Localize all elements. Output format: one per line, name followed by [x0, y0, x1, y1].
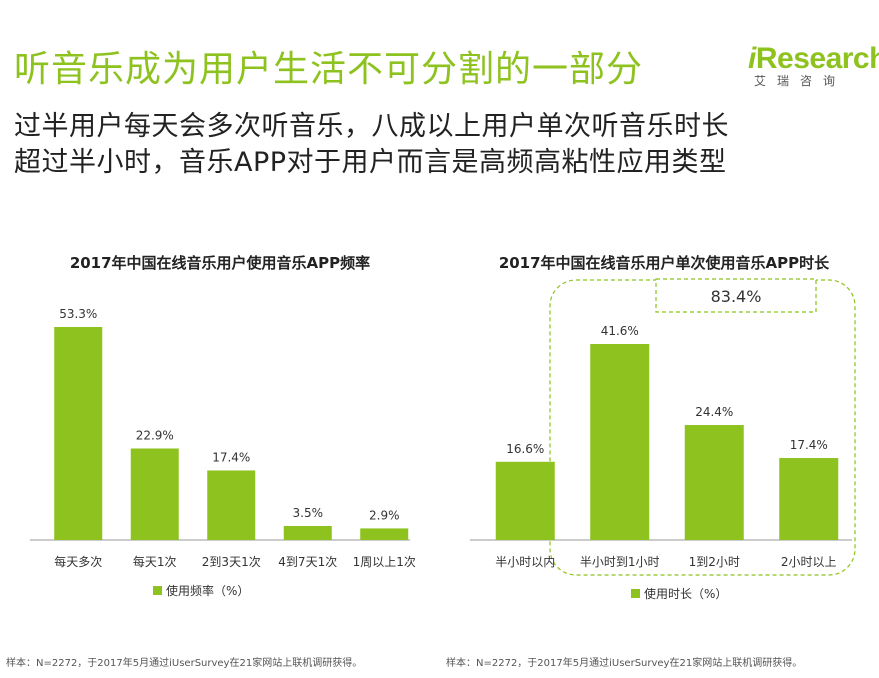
frequency-bar-2 — [207, 470, 256, 540]
frequency-value-label-4: 2.9% — [369, 508, 400, 522]
duration-value-label-0: 16.6% — [506, 442, 544, 456]
duration-chart-title: 2017年中国在线音乐用户单次使用音乐APP时长 — [499, 254, 830, 272]
duration-category-label-1: 半小时到1小时 — [580, 555, 660, 569]
duration-value-label-1: 41.6% — [601, 324, 639, 338]
frequency-category-label-3: 4到7天1次 — [278, 555, 337, 569]
frequency-category-label-1: 每天1次 — [133, 554, 177, 569]
duration-bar-0 — [495, 461, 555, 540]
duration-bar-2 — [684, 425, 744, 540]
frequency-footnote: 样本：N=2272，于2017年5月通过iUserSurvey在21家网站上联机… — [6, 656, 362, 669]
frequency-category-label-4: 1周以上1次 — [353, 555, 416, 569]
frequency-legend-label: 使用频率（%） — [166, 583, 249, 598]
iresearch-logo: iResearch 艾瑞咨询 — [748, 42, 879, 89]
duration-legend-label: 使用时长（%） — [644, 586, 727, 601]
duration-chart: 2017年中国在线音乐用户单次使用音乐APP时长 83.4% 16.6% 半小时以… — [446, 254, 856, 669]
duration-category-label-0: 半小时以内 — [495, 555, 555, 569]
duration-category-label-3: 2小时以上 — [781, 555, 837, 569]
frequency-bar-4 — [360, 528, 409, 540]
frequency-category-label-2: 2到3天1次 — [202, 555, 261, 569]
frequency-bar-0 — [54, 327, 103, 540]
logo-name: Research — [755, 42, 879, 75]
frequency-bar-3 — [283, 526, 332, 540]
duration-legend-swatch — [631, 589, 640, 598]
duration-bar-3 — [779, 458, 839, 540]
frequency-chart: 2017年中国在线音乐用户使用音乐APP频率 53.3% 每天多次 22.9% 每天1… — [6, 254, 416, 669]
frequency-chart-title: 2017年中国在线音乐用户使用音乐APP频率 — [70, 254, 370, 272]
duration-value-label-3: 17.4% — [790, 438, 828, 452]
subtitle-line-1: 过半用户每天会多次听音乐，八成以上用户单次听音乐时长 — [14, 111, 729, 142]
duration-category-label-2: 1到2小时 — [689, 555, 740, 569]
logo-i: i — [748, 42, 756, 75]
frequency-bar-1 — [130, 448, 179, 540]
frequency-category-label-0: 每天多次 — [54, 554, 102, 569]
duration-bar-1 — [590, 344, 650, 540]
frequency-value-label-3: 3.5% — [293, 506, 324, 520]
frequency-value-label-2: 17.4% — [212, 450, 250, 464]
page-title: 听音乐成为用户生活不可分割的一部分 — [14, 49, 644, 90]
logo-cn: 艾瑞咨询 — [754, 74, 847, 88]
duration-footnote: 样本：N=2272，于2017年5月通过iUserSurvey在21家网站上联机… — [446, 656, 802, 669]
annotation-box — [655, 278, 817, 313]
frequency-legend-swatch — [153, 586, 162, 595]
frequency-value-label-1: 22.9% — [136, 428, 174, 442]
duration-value-label-2: 24.4% — [695, 405, 733, 419]
subtitle-line-2: 超过半小时，音乐APP对于用户而言是高频高粘性应用类型 — [14, 147, 727, 178]
annotation-label: 83.4% — [711, 287, 762, 306]
frequency-value-label-0: 53.3% — [59, 307, 97, 321]
